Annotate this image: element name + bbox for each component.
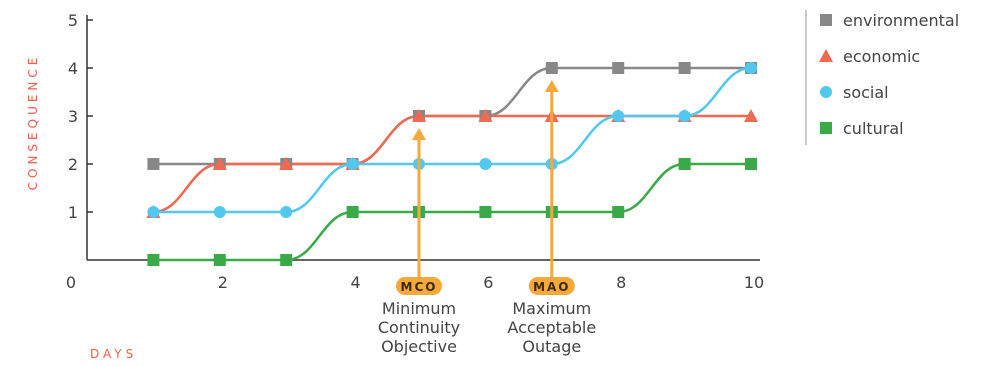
- legend-swatch-social: [820, 86, 832, 98]
- data-point-social: [280, 206, 293, 218]
- data-point-social: [745, 62, 757, 74]
- data-point-cultural: [479, 206, 492, 218]
- data-point-cultural: [612, 206, 625, 218]
- data-point-cultural: [213, 254, 226, 266]
- data-point-economic: [478, 109, 493, 122]
- data-point-economic: [744, 109, 758, 122]
- annotation-arrowhead-MCO: [412, 128, 426, 140]
- data-point-environmental: [678, 62, 691, 74]
- legend-label-cultural: cultural: [843, 119, 904, 138]
- y-tick-label: 1: [68, 203, 78, 222]
- annotation-description: Minimum: [382, 299, 456, 318]
- legend-swatch-economic: [819, 49, 833, 62]
- legend-label-environmental: environmental: [843, 11, 959, 30]
- data-point-social: [678, 110, 691, 122]
- series-line-social: [153, 66, 752, 214]
- y-tick-label: 4: [68, 59, 78, 78]
- x-axis-title: DAYS: [90, 347, 137, 361]
- data-point-social: [147, 206, 160, 218]
- y-tick-label: 3: [68, 107, 78, 126]
- x-tick-label: 0: [66, 273, 76, 292]
- legend-label-social: social: [843, 83, 889, 102]
- annotation-label-MCO: MCO: [401, 280, 438, 294]
- data-point-environmental: [147, 158, 160, 170]
- annotation-description: Maximum: [512, 299, 591, 318]
- data-point-social: [346, 158, 359, 170]
- data-point-cultural: [280, 254, 293, 266]
- data-point-economic: [279, 157, 294, 170]
- legend-label-economic: economic: [843, 47, 920, 66]
- y-tick-label: 5: [68, 11, 78, 30]
- data-point-cultural: [678, 158, 691, 170]
- data-point-social: [479, 158, 492, 170]
- data-point-environmental: [545, 62, 558, 74]
- data-point-economic: [212, 157, 227, 170]
- annotation-description: Acceptable: [507, 318, 596, 337]
- series-line-cultural: [153, 162, 751, 262]
- y-tick-label: 2: [68, 155, 78, 174]
- x-tick-label: 4: [351, 273, 361, 292]
- y-axis-title: CONSEQUENCE: [26, 54, 40, 191]
- data-point-social: [612, 110, 625, 122]
- data-point-cultural: [745, 158, 757, 170]
- x-tick-label: 8: [616, 273, 626, 292]
- annotation-label-MAO: MAO: [533, 280, 570, 294]
- annotation-arrowhead-MAO: [544, 80, 559, 92]
- data-point-cultural: [147, 254, 160, 266]
- annotation-description: Objective: [381, 337, 457, 356]
- legend-swatch-cultural: [820, 122, 832, 134]
- annotation-description: Continuity: [378, 318, 460, 337]
- x-tick-label: 2: [218, 273, 228, 292]
- x-tick-label: 10: [744, 273, 764, 292]
- annotation-pill-MCO: [396, 277, 442, 295]
- data-point-social: [213, 206, 226, 218]
- data-point-environmental: [612, 62, 625, 74]
- data-point-cultural: [346, 206, 359, 218]
- x-tick-label: 6: [483, 273, 493, 292]
- annotation-description: Outage: [522, 337, 581, 356]
- legend-swatch-environmental: [820, 14, 832, 26]
- data-point-economic: [412, 109, 426, 122]
- annotation-pill-MAO: [528, 277, 575, 295]
